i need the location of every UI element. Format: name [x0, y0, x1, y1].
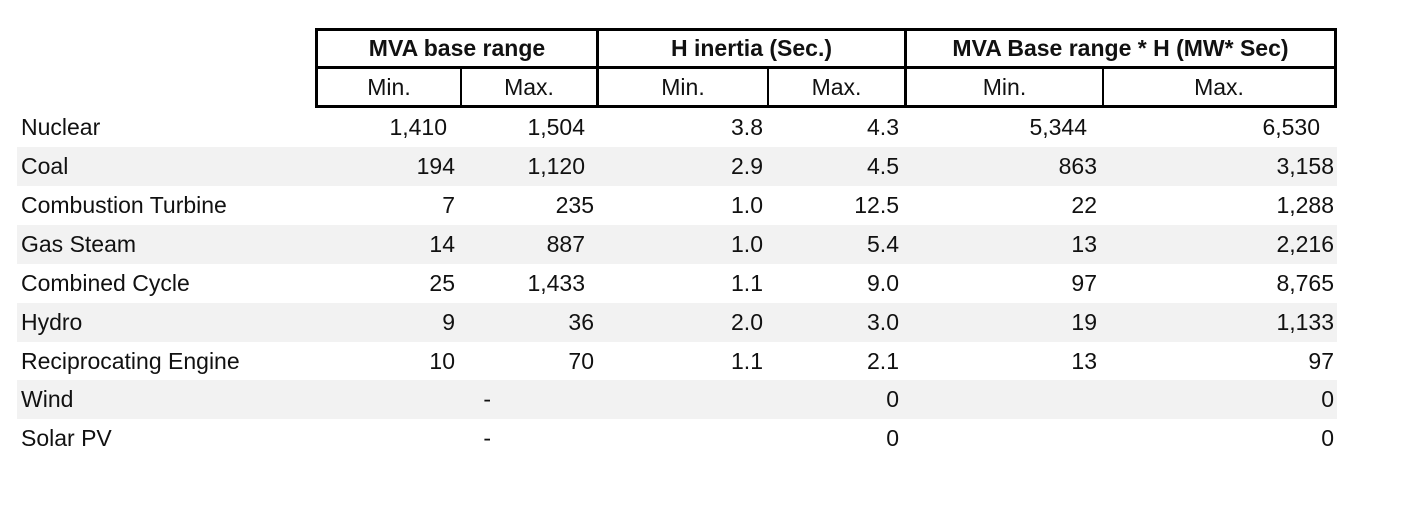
cell-h-min: 2.0: [731, 309, 763, 335]
cell-h-min: 1.0: [731, 192, 763, 218]
table-row-combustion-turbine: Combustion Turbine 7 235 1.0 12.5 22 1,2…: [17, 186, 1337, 225]
row-label: Solar PV: [21, 425, 112, 451]
table-row-reciprocating-engine: Reciprocating Engine 10 70 1.1 2.1 13 97: [17, 342, 1337, 381]
cell-mva-max: 887: [546, 231, 585, 257]
table-row-solar-pv: Solar PV - 0 0: [17, 419, 1337, 458]
cell-prod-min: 5,344: [1029, 114, 1087, 140]
cell-mva-min: 1,410: [389, 114, 447, 140]
cell-h-max: 0: [886, 386, 899, 412]
row-label: Hydro: [21, 309, 83, 335]
cell-mva-min: -: [483, 386, 491, 412]
header-group-mva: MVA base range: [368, 35, 546, 61]
table-row-coal: Coal 194 1,120 2.9 4.5 863 3,158: [17, 147, 1337, 186]
cell-prod-min: 22: [1071, 192, 1097, 218]
cell-h-min: 1.1: [731, 348, 763, 374]
cell-prod-max: 1,133: [1276, 309, 1334, 335]
header-group-product: MVA Base range * H (MW* Sec): [952, 35, 1289, 61]
cell-prod-max: 3,158: [1276, 153, 1334, 179]
cell-mva-max: 1,120: [527, 153, 585, 179]
subheader-h-max: Max.: [811, 73, 862, 100]
cell-mva-min: 9: [442, 309, 455, 335]
cell-prod-max: 2,216: [1276, 231, 1334, 257]
subheader-mva-max: Max.: [504, 73, 554, 100]
header-divider: [315, 66, 1337, 69]
table-row-hydro: Hydro 9 36 2.0 3.0 19 1,133: [17, 303, 1337, 342]
cell-h-max: 12.5: [854, 192, 899, 218]
subheader-mva-min: Min.: [367, 73, 411, 100]
cell-prod-max: 0: [1321, 425, 1334, 451]
cell-h-max: 4.3: [867, 114, 899, 140]
header-sub-divider: [767, 66, 769, 108]
table-row-gas-steam: Gas Steam 14 887 1.0 5.4 13 2,216: [17, 225, 1337, 264]
cell-h-min: 1.1: [731, 270, 763, 296]
table-row-nuclear: Nuclear 1,410 1,504 3.8 4.3 5,344 6,530: [17, 108, 1337, 147]
cell-prod-max: 97: [1308, 348, 1334, 374]
cell-h-max: 4.5: [867, 153, 899, 179]
cell-mva-min: 14: [429, 231, 455, 257]
row-label: Coal: [21, 153, 69, 179]
cell-prod-min: 97: [1071, 270, 1097, 296]
cell-h-max: 0: [886, 425, 899, 451]
cell-mva-max: 1,504: [527, 114, 585, 140]
row-label: Wind: [21, 386, 74, 412]
cell-h-max: 9.0: [867, 270, 899, 296]
cell-prod-min: 863: [1058, 153, 1097, 179]
row-label: Combined Cycle: [21, 270, 190, 296]
subheader-prod-min: Min.: [982, 73, 1027, 100]
cell-mva-min: 194: [416, 153, 455, 179]
cell-prod-max: 1,288: [1276, 192, 1334, 218]
cell-mva-min: 25: [429, 270, 455, 296]
table-row-wind: Wind - 0 0: [17, 380, 1337, 419]
cell-h-min: 2.9: [731, 153, 763, 179]
cell-h-min: 3.8: [731, 114, 763, 140]
subheader-prod-max: Max.: [1194, 73, 1244, 100]
cell-h-max: 5.4: [867, 231, 899, 257]
header-group-divider: [596, 28, 599, 108]
cell-mva-max: 36: [568, 309, 594, 335]
cell-prod-min: 19: [1071, 309, 1097, 335]
header-sub-divider: [460, 66, 462, 108]
row-label: Combustion Turbine: [21, 192, 227, 218]
cell-prod-max: 0: [1321, 386, 1334, 412]
cell-mva-min: 7: [442, 192, 455, 218]
cell-prod-min: 13: [1071, 231, 1097, 257]
table-row-combined-cycle: Combined Cycle 25 1,433 1.1 9.0 97 8,765: [17, 264, 1337, 303]
cell-prod-max: 6,530: [1262, 114, 1320, 140]
cell-mva-min: 10: [429, 348, 455, 374]
cell-mva-min: -: [483, 425, 491, 451]
cell-h-min: 1.0: [731, 231, 763, 257]
header-group-divider: [904, 28, 907, 108]
row-label: Reciprocating Engine: [21, 348, 240, 374]
cell-h-max: 2.1: [867, 348, 899, 374]
cell-prod-max: 8,765: [1276, 270, 1334, 296]
header-sub-divider: [1102, 66, 1104, 108]
cell-mva-max: 235: [555, 192, 594, 218]
cell-prod-min: 13: [1071, 348, 1097, 374]
header-group-inertia: H inertia (Sec.): [670, 35, 833, 61]
cell-mva-max: 70: [568, 348, 594, 374]
cell-h-max: 3.0: [867, 309, 899, 335]
row-label: Nuclear: [21, 114, 101, 140]
subheader-h-min: Min.: [661, 73, 705, 100]
row-label: Gas Steam: [21, 231, 137, 257]
cell-mva-max: 1,433: [527, 270, 585, 296]
